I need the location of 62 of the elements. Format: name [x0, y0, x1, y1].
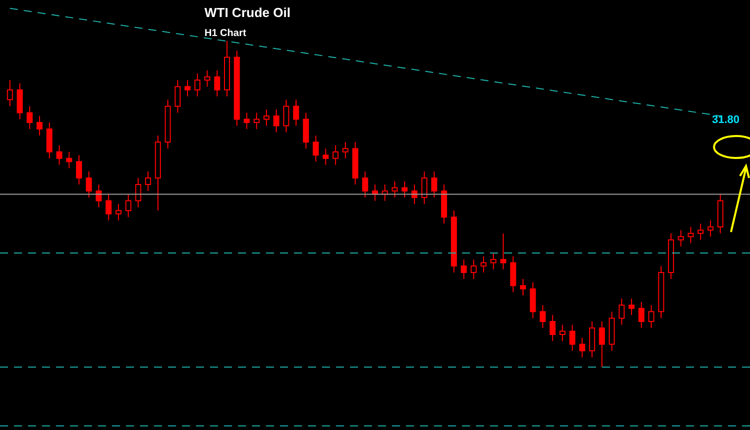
candlestick	[66, 151, 72, 169]
candlestick	[559, 324, 566, 342]
candlestick	[638, 301, 644, 328]
candlestick	[254, 112, 260, 130]
candlestick	[550, 314, 556, 342]
candlestick	[263, 108, 270, 126]
candlestick	[184, 80, 191, 97]
candlestick	[569, 324, 576, 352]
candlestick	[698, 223, 704, 240]
candlestick	[707, 220, 714, 238]
candlestick	[36, 115, 43, 136]
candlestick	[342, 142, 348, 159]
candlestick	[145, 170, 152, 192]
candlestick	[392, 180, 398, 198]
candlestick	[322, 148, 329, 166]
candlestick	[589, 320, 596, 358]
candlestick	[510, 256, 516, 293]
candlestick	[628, 298, 635, 316]
candlestick	[530, 282, 536, 319]
candlestick	[194, 73, 200, 97]
candlestick	[302, 112, 309, 150]
chart-subtitle: H1 Chart	[204, 28, 247, 39]
candlestick	[688, 226, 694, 244]
candlestick	[174, 80, 181, 114]
candlestick	[362, 170, 368, 198]
annotation: 31.80	[712, 114, 740, 126]
candlestick	[115, 204, 122, 221]
candlestick	[16, 82, 23, 120]
candlestick	[648, 304, 654, 328]
candlestick	[214, 70, 220, 97]
candlestick	[293, 99, 300, 126]
candlestick	[598, 320, 605, 368]
candlestick	[86, 170, 92, 198]
candlestick	[678, 230, 684, 247]
candlestick	[470, 258, 477, 280]
candlestick	[26, 106, 33, 130]
candlestick	[431, 170, 438, 198]
candlestick	[421, 170, 428, 205]
candlestick	[76, 154, 82, 185]
candlestick	[332, 144, 339, 166]
candlestick	[283, 99, 290, 133]
chart-title: WTI Crude Oil	[204, 5, 290, 20]
candlestick	[96, 184, 102, 208]
candlestick	[125, 194, 132, 218]
candlestick	[579, 337, 586, 358]
candlestick	[480, 256, 487, 274]
candlestick	[402, 180, 408, 198]
candlestick	[618, 298, 625, 326]
candlestick	[244, 112, 250, 130]
candlestick	[204, 70, 210, 88]
candlestick	[312, 135, 319, 162]
candlestick	[490, 252, 496, 270]
candlestick	[460, 258, 467, 280]
candlestick	[6, 80, 13, 107]
candlestick	[273, 108, 280, 133]
candlestick	[135, 177, 142, 208]
candlestick	[46, 122, 52, 159]
candlestick	[106, 194, 112, 221]
candlestick	[500, 232, 506, 270]
candlestick	[540, 304, 546, 328]
candlestick	[520, 278, 526, 296]
candlestick	[56, 144, 62, 166]
